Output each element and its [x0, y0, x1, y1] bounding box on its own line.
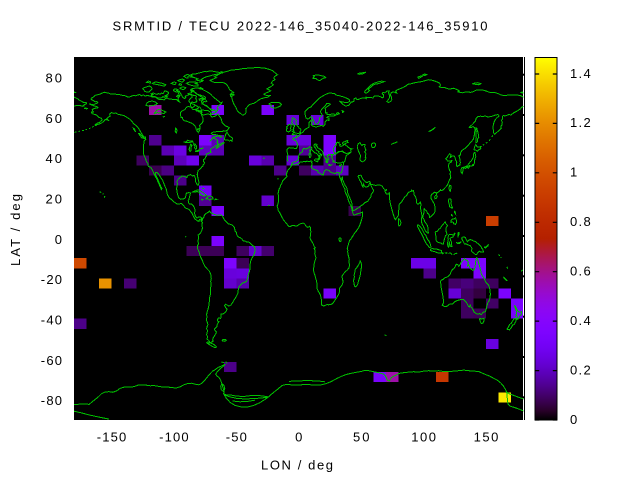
svg-text:0.6: 0.6	[570, 264, 591, 279]
svg-text:SRMTID / TECU 2022-146_35040-2: SRMTID / TECU 2022-146_35040-2022-146_35…	[113, 19, 488, 34]
svg-text:LAT / deg: LAT / deg	[8, 194, 23, 266]
svg-text:-40: -40	[41, 313, 62, 328]
svg-text:150: 150	[474, 430, 499, 445]
svg-text:1: 1	[570, 165, 577, 180]
svg-text:-20: -20	[41, 272, 62, 287]
svg-text:0: 0	[55, 232, 62, 247]
svg-text:LON / deg: LON / deg	[261, 458, 333, 473]
svg-text:0: 0	[295, 430, 302, 445]
svg-text:-100: -100	[159, 430, 189, 445]
svg-text:100: 100	[411, 430, 436, 445]
svg-text:-80: -80	[41, 393, 62, 408]
svg-text:0.8: 0.8	[570, 214, 591, 229]
svg-text:-150: -150	[97, 430, 127, 445]
svg-text:1.4: 1.4	[570, 66, 591, 81]
svg-text:1.2: 1.2	[570, 115, 591, 130]
svg-text:-50: -50	[226, 430, 247, 445]
svg-text:-60: -60	[41, 353, 62, 368]
svg-text:0: 0	[570, 412, 577, 427]
svg-text:0.4: 0.4	[570, 313, 591, 328]
svg-text:0.2: 0.2	[570, 362, 591, 377]
